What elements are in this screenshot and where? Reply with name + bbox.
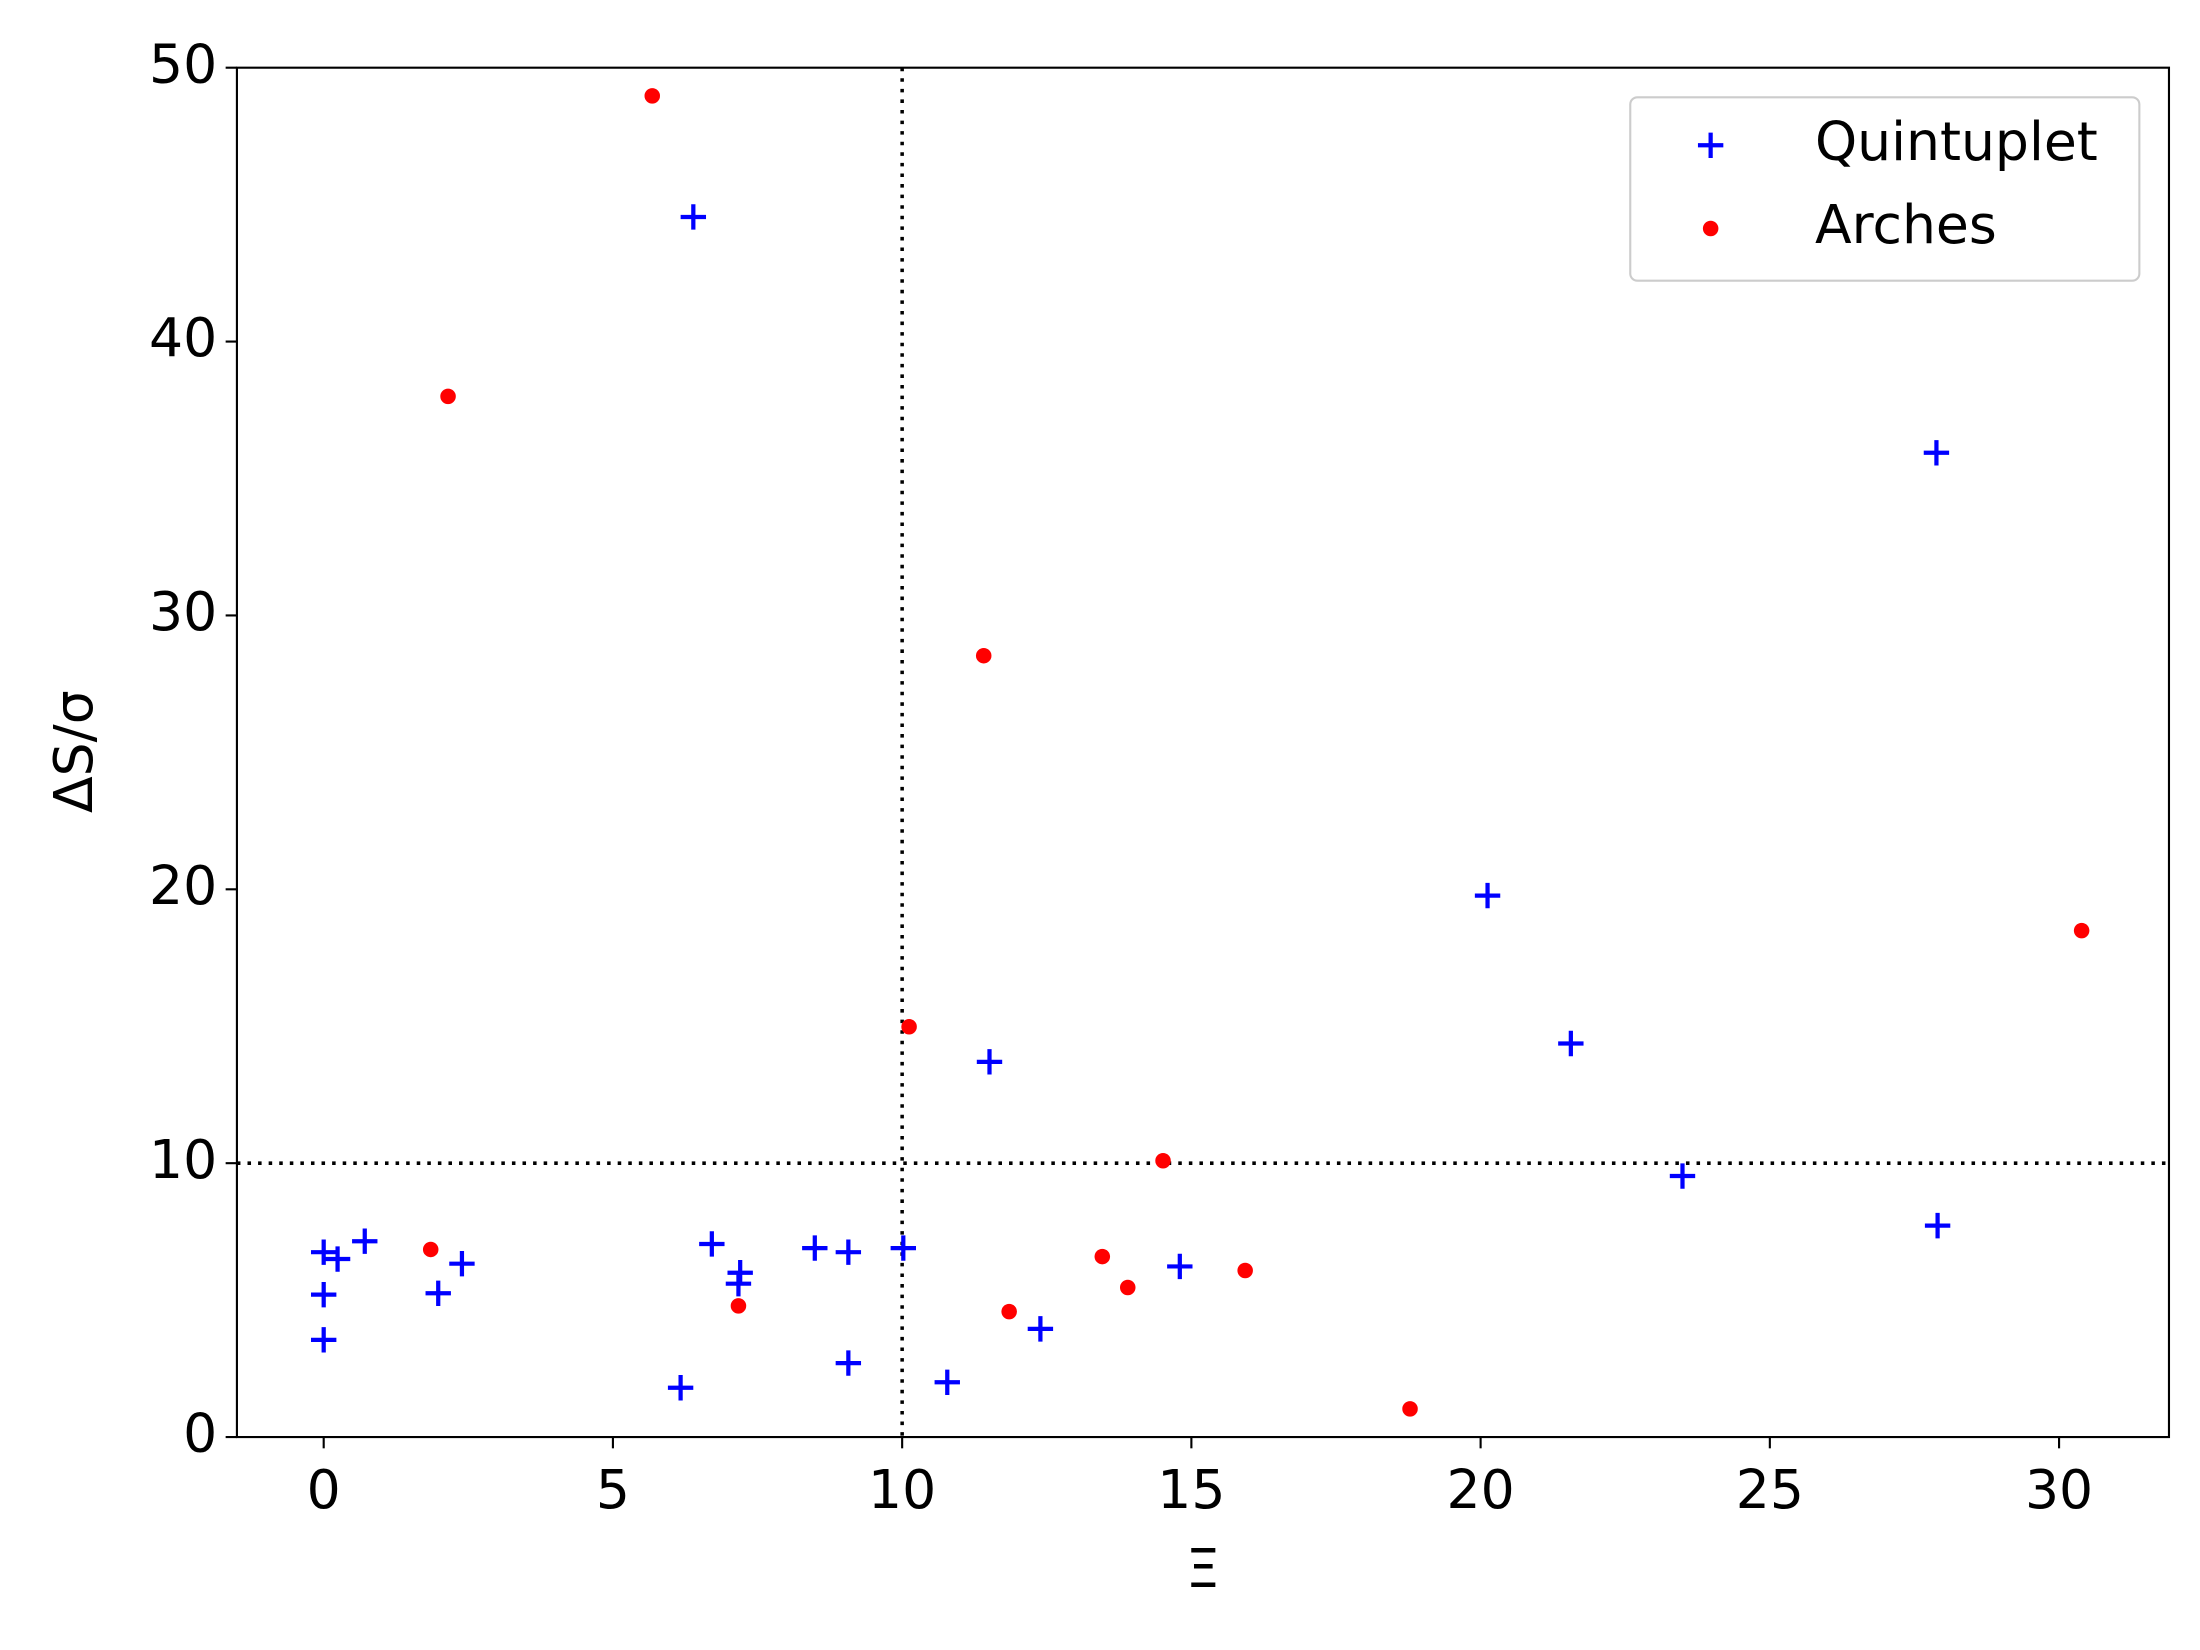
legend-box (1629, 96, 2141, 282)
point (1119, 1279, 1136, 1296)
point (449, 1250, 475, 1277)
y-tick-label: 20 (149, 854, 217, 917)
x-tick-label: 30 (2025, 1458, 2093, 1521)
point (934, 1369, 960, 1395)
x-tick-label: 10 (868, 1458, 936, 1521)
point (680, 204, 707, 230)
legend-label: Quintuplet (1815, 110, 2098, 173)
point (1402, 1401, 1418, 1417)
point (730, 1298, 747, 1314)
point (324, 1246, 351, 1272)
point (1924, 1212, 1951, 1239)
point (1001, 1303, 1017, 1320)
point (425, 1280, 451, 1306)
point (802, 1235, 828, 1261)
point (422, 1241, 439, 1258)
point (976, 1049, 1003, 1075)
point (975, 647, 992, 664)
point (667, 1375, 694, 1401)
point (725, 1270, 752, 1297)
y-tick-label: 0 (183, 1402, 217, 1465)
point (2073, 922, 2090, 939)
legend-marker (1702, 220, 1719, 237)
x-tick-label: 15 (1157, 1458, 1225, 1521)
point (1155, 1152, 1171, 1169)
x-tick-label: 0 (307, 1458, 341, 1521)
point (699, 1231, 725, 1257)
y-tick-label: 10 (149, 1128, 217, 1191)
x-tick-label: 5 (596, 1458, 630, 1521)
point (1923, 440, 1950, 466)
point (352, 1228, 378, 1254)
y-tick-label: 40 (149, 306, 217, 369)
point (835, 1239, 862, 1265)
point (310, 1281, 337, 1308)
plot-frame (235, 66, 2171, 1439)
point (1027, 1316, 1054, 1342)
point (644, 88, 661, 104)
point (890, 1235, 916, 1261)
y-axis-label: ΔS/σ (42, 690, 105, 813)
legend-label: Arches (1815, 193, 1997, 256)
y-tick-label: 30 (149, 580, 217, 643)
point (440, 388, 456, 405)
point (1237, 1262, 1253, 1279)
point (1474, 882, 1501, 909)
legend-marker (1697, 132, 1724, 158)
point (310, 1327, 337, 1353)
point (1094, 1248, 1111, 1265)
point (901, 1019, 917, 1035)
point (1558, 1030, 1584, 1057)
y-tick-label: 50 (149, 32, 217, 95)
legend: Quintuplet Arches (1629, 96, 2141, 282)
point (835, 1350, 862, 1376)
point (1167, 1253, 1193, 1280)
point (310, 1239, 337, 1265)
x-axis-label: Ξ (1186, 1537, 1220, 1600)
x-tick-label: 20 (1447, 1458, 1515, 1521)
x-tick-label: 25 (1736, 1458, 1804, 1521)
point (1669, 1163, 1696, 1189)
